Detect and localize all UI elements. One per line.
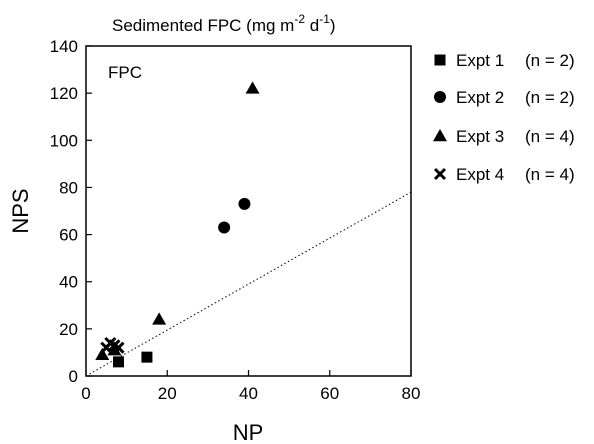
x-tick-label: 80: [402, 384, 421, 403]
legend-marker-expt-4: [433, 167, 447, 181]
y-tick-label: 20: [59, 320, 78, 339]
y-tick-label: 0: [69, 367, 78, 386]
legend-marker-expt-2: [434, 91, 446, 103]
reference-line-group: [85, 191, 412, 377]
legend-marker-expt-1: [434, 54, 446, 66]
y-axis-title: NPS: [8, 188, 33, 233]
legend-count: (n = 4): [525, 127, 575, 146]
point-expt-3: [95, 347, 110, 361]
data-points: [95, 81, 260, 368]
x-tick-label: 40: [239, 384, 258, 403]
legend-marker-expt-3: [433, 129, 447, 142]
point-expt-2: [238, 197, 251, 210]
point-expt-3: [245, 81, 260, 94]
axis-ticks: 0 20 40 60 80 0 20 40 60 80 100 120 140: [50, 37, 421, 403]
y-tick-label: 100: [50, 131, 78, 150]
x-tick-label: 60: [320, 384, 339, 403]
y-tick-label: 120: [50, 84, 78, 103]
point-expt-4: [112, 341, 125, 354]
legend-label: Expt 1: [456, 51, 504, 70]
chart-title-end: ): [330, 16, 336, 35]
legend: Expt 1 (n = 2) Expt 2 (n = 2) Expt 3 (n = 4) E…: [433, 51, 575, 184]
chart-title: Sedimented FPC (mg m-2 d-1): [112, 12, 336, 35]
legend-count: (n = 2): [525, 88, 575, 107]
y-tick-label: 80: [59, 178, 78, 197]
legend-count: (n = 4): [525, 165, 575, 184]
legend-label: Expt 2: [456, 88, 504, 107]
x-axis-title: NP: [233, 420, 264, 444]
y-tick-label: 140: [50, 37, 78, 56]
point-expt-1: [141, 351, 153, 363]
panel-label: FPC: [108, 63, 142, 82]
chart-title-exp1: -2: [294, 12, 305, 26]
legend-label: Expt 4: [456, 165, 504, 184]
point-expt-1: [113, 356, 124, 368]
point-expt-2: [218, 221, 231, 234]
legend-count: (n = 2): [525, 51, 575, 70]
plot-frame: [85, 45, 412, 377]
cross-stroke: [433, 167, 447, 181]
point-expt-3: [152, 312, 167, 325]
legend-label: Expt 3: [456, 127, 504, 146]
reference-line: [85, 191, 412, 377]
cross-stroke: [112, 341, 125, 354]
chart-title-mid: d: [305, 16, 319, 35]
chart-title-exp2: -1: [319, 12, 330, 26]
y-tick-label: 60: [59, 226, 78, 245]
x-tick-label: 0: [81, 384, 90, 403]
chart-title-base: Sedimented FPC (mg m: [112, 16, 294, 35]
x-tick-label: 20: [158, 384, 177, 403]
y-tick-label: 40: [59, 273, 78, 292]
